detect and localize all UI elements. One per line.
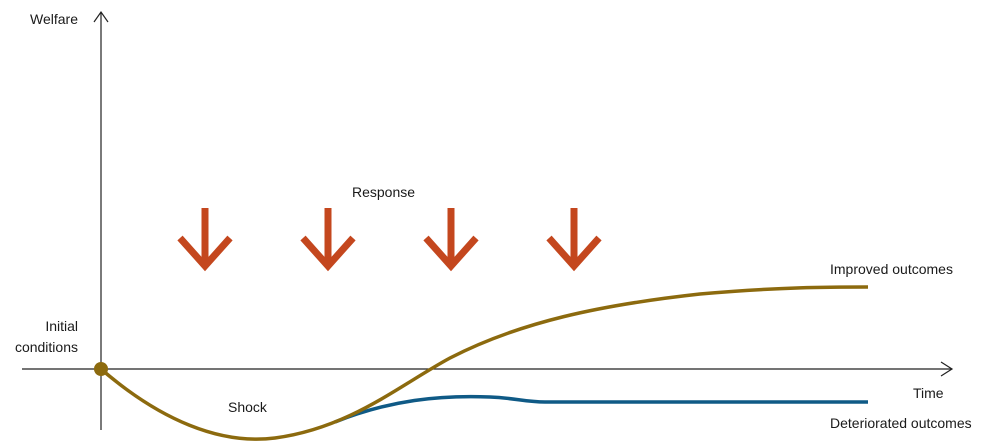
initial-conditions-label-line1: Initial — [45, 318, 78, 334]
response-arrows — [177, 208, 602, 272]
initial-conditions-label-line2: conditions — [15, 339, 78, 355]
y-axis-label: Welfare — [30, 11, 78, 27]
response-arrow-3 — [423, 208, 479, 272]
improved-outcomes-label: Improved outcomes — [830, 261, 953, 277]
y-axis-arrowhead — [93, 10, 109, 23]
x-axis-arrowhead — [940, 361, 954, 377]
initial-conditions-point — [94, 362, 108, 376]
axes — [22, 10, 954, 430]
response-arrow-4 — [546, 208, 602, 272]
response-arrow-2 — [300, 208, 356, 272]
improved-outcomes-curve — [99, 285, 869, 441]
x-axis-label: Time — [913, 385, 944, 401]
shock-label: Shock — [228, 399, 268, 415]
response-label: Response — [352, 184, 415, 200]
response-arrow-1 — [177, 208, 233, 272]
deteriorated-outcomes-curve — [334, 394, 868, 424]
deteriorated-outcomes-label: Deteriorated outcomes — [830, 415, 972, 431]
